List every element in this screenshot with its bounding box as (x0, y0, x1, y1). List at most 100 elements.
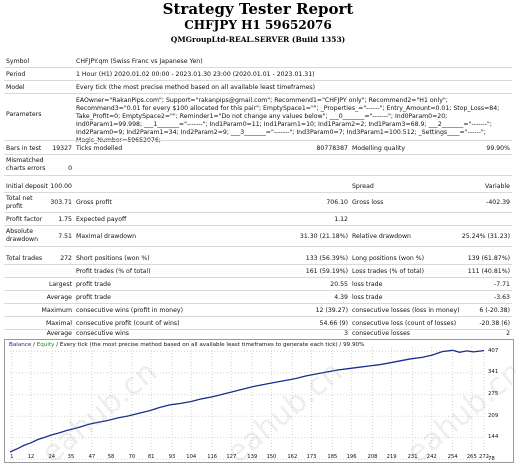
max-consecutive-losses-value: 6 (-20.38) (479, 307, 510, 314)
x-tick-label: 150 (266, 454, 277, 460)
x-tick-label: 104 (186, 454, 197, 460)
maximal-consecutive-loss-value: -20.38 (6) (479, 320, 510, 327)
y-tick-label: 209 (488, 412, 499, 419)
row-divider (4, 192, 512, 193)
y-tick-label: 407 (488, 347, 499, 354)
x-tick-label: 208 (367, 454, 378, 460)
gross-profit-label: Gross profit (76, 199, 112, 206)
maximal-drawdown-value: 31.30 (21.18%) (299, 233, 348, 240)
row-divider (4, 225, 512, 226)
x-tick-label: 24 (48, 454, 56, 460)
symbol-label: Symbol (6, 58, 30, 65)
average-label: Average (46, 294, 72, 301)
net-profit-value: 303.71 (50, 199, 72, 206)
average-consecutive-wins-value: 3 (344, 330, 348, 337)
period-label: Period (6, 71, 26, 78)
maximal-consecutive-profit-label: consecutive profit (count of wins) (76, 320, 180, 327)
row-divider (4, 67, 512, 68)
max-consecutive-wins-label: consecutive wins (profit in money) (76, 307, 183, 314)
largest-profit-trade-label: profit trade (76, 281, 111, 288)
average-profit-trade-value: 4.39 (334, 294, 348, 301)
period-value: 1 Hour (H1) 2020.01.02 00:00 - 2023.01.3… (76, 71, 315, 78)
maximal-consecutive-loss-label: consecutive loss (count of losses) (352, 320, 457, 327)
maximum-label: Maximum (41, 307, 73, 314)
spread-value: Variable (484, 183, 510, 190)
legend-balance: Balance (9, 342, 32, 348)
average-consecutive-losses-label: consecutive losses (352, 330, 411, 337)
parameters-label: Parameters (6, 111, 42, 118)
legend-description: / Every tick (the most precise method ba… (54, 342, 365, 348)
row-divider (4, 80, 512, 81)
row-divider (4, 277, 512, 278)
spread-label: Spread (352, 183, 374, 190)
row-divider (4, 246, 512, 247)
maximal-label: Maximal (45, 320, 72, 327)
x-tick-label: 242 (426, 454, 437, 460)
ticks-label: Ticks modelled (76, 145, 123, 152)
y-tick-label: 341 (488, 369, 499, 376)
row-divider (4, 175, 512, 176)
x-tick-label: 81 (147, 454, 155, 460)
x-tick-label: 12 (27, 454, 35, 460)
server-name: QMGroupLtd-REAL.SERVER (Build 1353) (170, 35, 346, 44)
x-tick-label: 139 (247, 454, 258, 460)
average-consecutive-label: Average (46, 330, 72, 337)
row-divider (4, 303, 512, 304)
absolute-drawdown-value: 7.51 (58, 233, 72, 240)
parameters-value: EAOwner="RakanPips.com"; Support="rakanp… (76, 97, 500, 144)
expected-payoff-value: 1.12 (334, 216, 348, 223)
x-tick-label: 70 (128, 454, 136, 460)
net-profit-label: Total net profit (6, 195, 33, 210)
gross-profit-value: 706.10 (326, 199, 348, 206)
x-tick-label: 47 (88, 454, 96, 460)
ticks-value: 80778387 (316, 145, 349, 152)
row-divider (4, 316, 512, 317)
profit-trades-label: Profit trades (% of total) (76, 268, 151, 275)
bars-value: 19327 (52, 145, 72, 152)
loss-trades-label: Loss trades (% of total) (352, 268, 424, 275)
bars-label: Bars in test (6, 145, 42, 152)
average-loss-trade-value: -3.63 (493, 294, 510, 301)
y-tick-label: 275 (488, 391, 499, 398)
long-positions-value: 139 (61.87%) (467, 255, 510, 262)
chart-legend: Balance / Equity / Every tick (the most … (9, 342, 364, 349)
balance-chart (4, 339, 514, 463)
largest-loss-trade-value: -7.71 (493, 281, 510, 288)
x-tick-label: 162 (287, 454, 298, 460)
x-tick-label: 116 (207, 454, 218, 460)
absolute-drawdown-label: Absolute drawdown (6, 228, 39, 243)
balance-series-line (9, 349, 485, 453)
average-consecutive-wins-label: consecutive wins (76, 330, 129, 337)
profit-factor-label: Profit factor (6, 216, 43, 223)
average-consecutive-losses-value: 2 (506, 330, 510, 337)
x-tick-label: 127 (226, 454, 237, 460)
row-divider (4, 212, 512, 213)
mismatched-value: 0 (68, 165, 72, 172)
deposit-label: Initial deposit (6, 183, 48, 190)
profit-trades-value: 161 (59.19%) (305, 268, 348, 275)
max-consecutive-losses-label: consecutive losses (loss in money) (352, 307, 460, 314)
short-positions-label: Short positions (won %) (76, 255, 150, 262)
total-trades-value: 272 (60, 255, 72, 262)
row-divider (4, 329, 512, 330)
x-tick-label: 265 (466, 454, 477, 460)
x-tick-label: 35 (67, 454, 75, 460)
y-tick-label: 78 (488, 455, 495, 462)
row-divider (4, 290, 512, 291)
mismatched-label: Mismatched charts errors (6, 157, 46, 172)
maximal-consecutive-profit-value: 54.66 (9) (319, 320, 348, 327)
average-loss-trade-label: loss trade (352, 294, 383, 301)
x-tick-label: 196 (346, 454, 357, 460)
x-tick-label: 219 (386, 454, 397, 460)
model-value: Every tick (the most precise method base… (76, 84, 316, 91)
maximal-drawdown-label: Maximal drawdown (76, 233, 137, 240)
report-title: Strategy Tester Report (162, 0, 354, 18)
x-tick-label: 272 (479, 454, 489, 460)
largest-loss-trade-label: loss trade (352, 281, 383, 288)
row-divider (4, 93, 512, 94)
chart-grid (10, 347, 485, 460)
average-profit-trade-label: profit trade (76, 294, 111, 301)
row-divider (4, 140, 512, 141)
max-consecutive-wins-value: 12 (39.27) (315, 307, 348, 314)
profit-factor-value: 1.75 (58, 216, 72, 223)
